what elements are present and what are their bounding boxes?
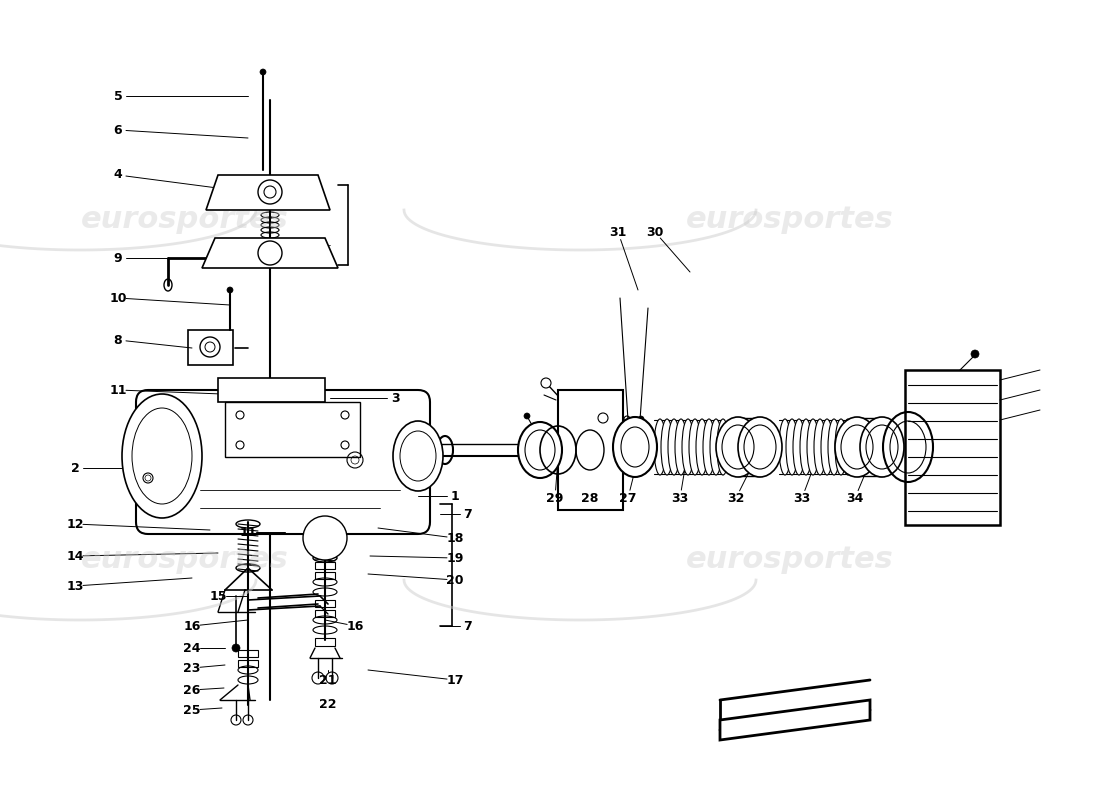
- Circle shape: [971, 350, 979, 358]
- Ellipse shape: [696, 419, 708, 475]
- Circle shape: [541, 378, 551, 388]
- Text: 20: 20: [447, 574, 464, 586]
- Ellipse shape: [835, 417, 879, 477]
- Ellipse shape: [654, 419, 666, 475]
- Ellipse shape: [393, 421, 443, 491]
- Text: 16: 16: [184, 619, 200, 633]
- Ellipse shape: [518, 422, 562, 478]
- Text: 27: 27: [619, 491, 637, 505]
- Ellipse shape: [703, 419, 715, 475]
- Circle shape: [322, 535, 328, 541]
- Ellipse shape: [814, 419, 826, 475]
- Bar: [315, 610, 336, 617]
- Ellipse shape: [613, 417, 657, 477]
- Text: 23: 23: [184, 662, 200, 674]
- Circle shape: [227, 287, 233, 293]
- Ellipse shape: [835, 419, 847, 475]
- Text: 19: 19: [447, 551, 464, 565]
- Bar: [315, 600, 336, 607]
- Text: eurosportes: eurosportes: [686, 206, 894, 234]
- Text: 1: 1: [451, 490, 460, 502]
- Ellipse shape: [682, 419, 694, 475]
- Bar: [238, 660, 258, 667]
- Ellipse shape: [661, 419, 673, 475]
- Text: 28: 28: [581, 491, 598, 505]
- Text: 32: 32: [727, 491, 745, 505]
- Text: 12: 12: [66, 518, 84, 530]
- Text: 25: 25: [184, 703, 200, 717]
- Text: 11: 11: [109, 383, 126, 397]
- Ellipse shape: [793, 419, 805, 475]
- Circle shape: [524, 413, 530, 419]
- Ellipse shape: [675, 419, 688, 475]
- Ellipse shape: [738, 417, 782, 477]
- Text: 2: 2: [70, 462, 79, 474]
- Ellipse shape: [779, 419, 791, 475]
- Text: 6: 6: [113, 123, 122, 137]
- Bar: [558, 390, 623, 510]
- Ellipse shape: [717, 419, 729, 475]
- Ellipse shape: [828, 419, 840, 475]
- Ellipse shape: [800, 419, 812, 475]
- Text: 22: 22: [319, 698, 337, 711]
- Text: 33: 33: [671, 491, 689, 505]
- Text: 4: 4: [113, 169, 122, 182]
- Text: 9: 9: [113, 251, 122, 265]
- Polygon shape: [218, 378, 324, 402]
- Polygon shape: [720, 700, 870, 740]
- Ellipse shape: [668, 419, 680, 475]
- Text: 33: 33: [793, 491, 811, 505]
- Bar: [315, 562, 336, 569]
- Text: 34: 34: [846, 491, 864, 505]
- Text: 18: 18: [447, 531, 464, 545]
- Text: 31: 31: [609, 226, 627, 238]
- Text: 15: 15: [209, 590, 227, 602]
- Ellipse shape: [122, 394, 202, 518]
- Ellipse shape: [689, 419, 701, 475]
- Text: 17: 17: [447, 674, 464, 686]
- Text: 26: 26: [184, 683, 200, 697]
- Bar: [905, 370, 1000, 525]
- Text: 16: 16: [346, 619, 364, 633]
- Text: 14: 14: [66, 550, 84, 562]
- Ellipse shape: [716, 417, 760, 477]
- Circle shape: [232, 644, 240, 652]
- Ellipse shape: [710, 419, 722, 475]
- Text: 30: 30: [647, 226, 663, 238]
- Text: 5: 5: [113, 90, 122, 102]
- Bar: [226, 402, 360, 457]
- Text: 8: 8: [113, 334, 122, 346]
- Bar: [315, 572, 336, 579]
- Text: 13: 13: [66, 579, 84, 593]
- Text: 7: 7: [463, 619, 472, 633]
- Text: 24: 24: [184, 642, 200, 654]
- Ellipse shape: [807, 419, 820, 475]
- Text: 10: 10: [109, 291, 126, 305]
- Circle shape: [302, 516, 346, 560]
- FancyBboxPatch shape: [136, 390, 430, 534]
- Text: eurosportes: eurosportes: [81, 206, 289, 234]
- Bar: [238, 650, 258, 657]
- Polygon shape: [202, 238, 338, 268]
- Polygon shape: [206, 175, 330, 210]
- Text: 21: 21: [319, 674, 337, 686]
- Ellipse shape: [860, 417, 904, 477]
- Bar: [315, 638, 336, 646]
- Circle shape: [638, 416, 644, 422]
- Text: eurosportes: eurosportes: [81, 546, 289, 574]
- Text: 7: 7: [463, 507, 472, 521]
- Text: 29: 29: [547, 491, 563, 505]
- Ellipse shape: [842, 419, 854, 475]
- Text: eurosportes: eurosportes: [686, 546, 894, 574]
- Circle shape: [260, 69, 266, 75]
- Bar: [188, 330, 233, 365]
- Text: 11: 11: [240, 526, 256, 538]
- Text: 3: 3: [390, 391, 399, 405]
- Ellipse shape: [786, 419, 798, 475]
- Ellipse shape: [821, 419, 833, 475]
